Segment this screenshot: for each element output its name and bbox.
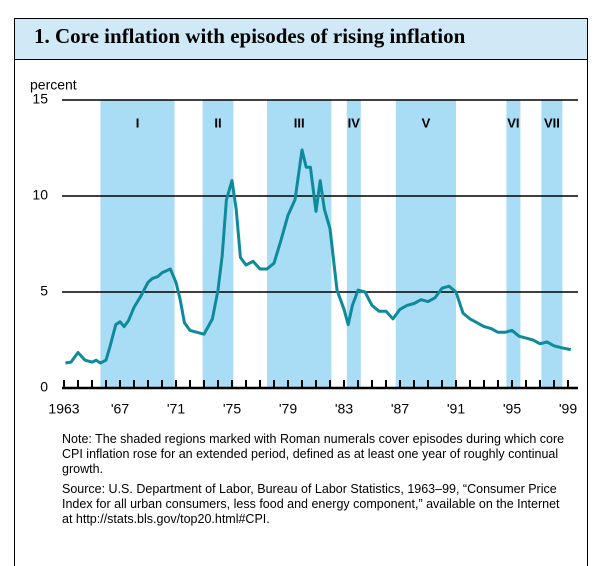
x-tick-label: '79 xyxy=(279,401,297,417)
episode-label: IV xyxy=(348,115,361,130)
x-tick-label: '67 xyxy=(111,401,129,417)
y-tick-label: 5 xyxy=(40,283,48,299)
episode-band xyxy=(267,100,332,388)
episode-label: II xyxy=(214,115,221,130)
frame xyxy=(14,18,588,566)
header xyxy=(14,18,588,60)
x-tick-label: 1963 xyxy=(48,401,79,417)
episode-label: VI xyxy=(507,115,519,130)
episode-band xyxy=(541,100,563,388)
episode-label: I xyxy=(136,115,140,130)
episode-label: V xyxy=(422,115,431,130)
note: Note: The shaded regions marked with Rom… xyxy=(62,432,565,476)
episode-band xyxy=(202,100,234,388)
y-axis-label: percent xyxy=(30,77,77,93)
source: Source: U.S. Department of Labor, Bureau… xyxy=(62,482,560,526)
y-tick-label: 0 xyxy=(40,379,48,395)
x-tick-label: '91 xyxy=(447,401,465,417)
chart-title: 1. Core inflation with episodes of risin… xyxy=(34,24,466,48)
episode-band xyxy=(346,100,361,388)
y-tick-label: 10 xyxy=(32,187,48,203)
x-tick-label: '95 xyxy=(503,401,521,417)
x-tick-label: '75 xyxy=(223,401,241,417)
series-line xyxy=(65,148,572,365)
x-tick-label: '71 xyxy=(167,401,185,417)
episode-label: III xyxy=(294,115,305,130)
x-tick-label: '87 xyxy=(391,401,409,417)
episode-band xyxy=(506,100,521,388)
episode-band xyxy=(395,100,456,388)
y-tick-label: 15 xyxy=(32,91,48,107)
x-tick-label: '99 xyxy=(559,401,577,417)
episode-label: VII xyxy=(544,115,560,130)
x-tick-label: '83 xyxy=(335,401,353,417)
